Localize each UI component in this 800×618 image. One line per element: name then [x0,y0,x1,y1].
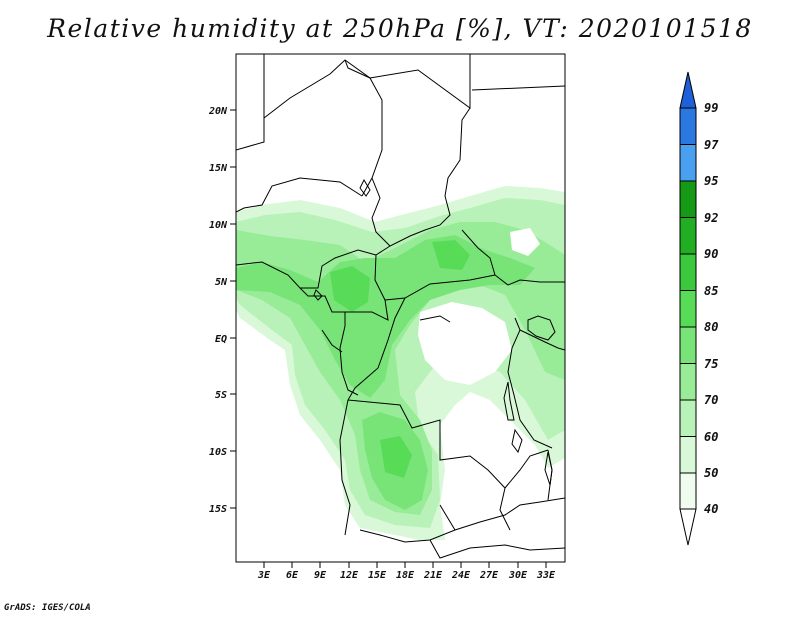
colorbar-label: 99 [704,101,718,115]
humidity-contour-80 [380,436,412,478]
colorbar-segment [679,326,697,364]
colorbar-segment [679,399,697,437]
dry-area [418,302,512,385]
lon-label: 15E [368,570,387,581]
colorbar-label: 90 [704,247,718,261]
lat-label: 15S [209,504,227,515]
latitude-labels: 20N 15N 10N 5N EQ 5S 10S 15S [208,106,228,515]
dry-area [510,228,540,256]
country-borders [236,54,565,559]
lon-label: 24E [451,570,471,581]
lon-label: 27E [479,570,499,581]
lon-label: 21E [423,570,443,581]
colorbar-segment [679,290,697,328]
lat-label: 10S [209,447,227,458]
colorbar-segment [679,144,697,182]
lat-label: EQ [215,334,227,345]
lon-label: 9E [314,570,327,581]
lat-label: 15N [209,163,228,174]
colorbar-label: 85 [704,284,718,298]
colorbar-label: 80 [704,320,718,334]
colorbar-segment [679,436,697,474]
colorbar-segment [679,107,697,145]
lon-label: 3E [257,570,271,581]
colorbar-segment [679,217,697,255]
colorbar-segment [679,253,697,291]
colorbar-label: 97 [704,138,719,152]
colorbar-label: 40 [704,502,718,516]
colorbar-top-arrow [679,71,697,109]
colorbar-label: 70 [704,393,718,407]
credit-label: GrADS: IGES/COLA [4,603,91,613]
lat-label: 20N [208,106,228,117]
lon-label: 33E [536,570,556,581]
map-frame [235,53,566,563]
map-title: Relative humidity at 250hPa [%], VT: 202… [47,14,753,43]
axis-ticks [230,109,547,568]
lon-label: 6E [286,570,299,581]
colorbar-segment [679,363,697,401]
longitude-labels: 3E 6E 9E 12E 15E 18E 21E 24E 27E 30E 33E [257,570,556,581]
humidity-field [236,186,565,540]
humidity-contour-80 [330,266,370,312]
humidity-contour-80 [432,240,470,270]
lat-label: 10N [209,220,228,231]
colorbar-segment [679,472,697,510]
colorbar-labels: 99 97 95 92 90 85 80 75 70 60 50 40 [704,101,719,516]
lon-label: 18E [396,570,415,581]
colorbar-bottom-arrow [679,508,697,546]
humidity-contour-75 [236,235,535,398]
lon-label: 30E [508,570,528,581]
colorbar: 99 97 95 92 90 85 80 75 70 60 50 40 [679,71,719,546]
colorbar-label: 60 [704,430,718,444]
colorbar-label: 92 [704,211,718,225]
colorbar-segment [679,180,697,218]
lat-label: 5N [215,277,228,288]
colorbar-label: 75 [704,357,718,371]
colorbar-label: 95 [704,174,718,188]
lat-label: 5S [215,390,227,401]
lon-label: 12E [340,570,359,581]
lakes [313,178,556,486]
colorbar-label: 50 [704,466,718,480]
